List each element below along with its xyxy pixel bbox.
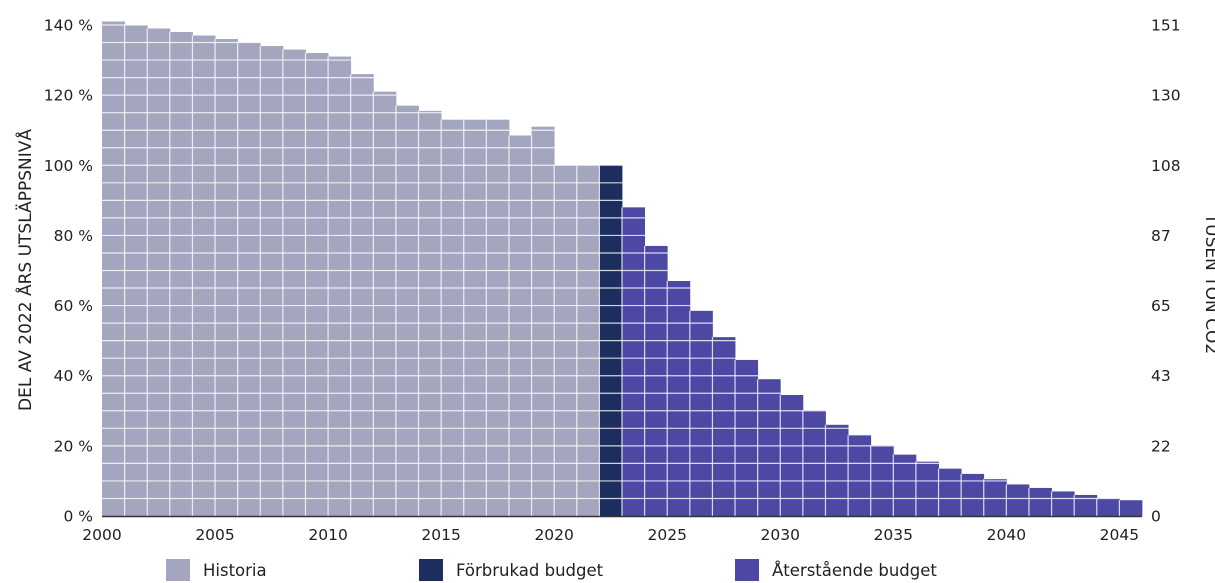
bar-0-2014 (418, 110, 442, 517)
bar-0-2000 (102, 21, 126, 517)
bar-0-2002 (147, 28, 171, 516)
bar-0-2011 (350, 74, 374, 516)
legend-label: Förbrukad budget (456, 561, 604, 580)
bar-2-2040 (1006, 484, 1030, 516)
bar-2-2044 (1096, 498, 1120, 516)
legend-swatch (419, 559, 443, 581)
bar-0-2006 (237, 42, 261, 516)
bar-2-2036 (915, 461, 939, 516)
bar-2-2038 (961, 473, 985, 516)
x-tick-label: 2005 (195, 526, 234, 544)
bar-0-2019 (531, 126, 555, 517)
bar-2-2035 (893, 454, 917, 517)
bar-2-2039 (983, 479, 1007, 516)
x-tick-label: 2030 (761, 526, 800, 544)
x-tick-label: 2025 (647, 526, 686, 544)
bar-2-2033 (848, 435, 872, 516)
bar-0-2008 (282, 49, 306, 517)
bar-2-2041 (1028, 487, 1052, 516)
x-tick-label: 2015 (421, 526, 460, 544)
bar-2-2030 (780, 395, 804, 516)
y-tick-label: 140 % (44, 17, 93, 35)
x-tick-label: 2000 (82, 526, 121, 544)
bar-2-2026 (689, 310, 713, 516)
y-right-tick-label: 151 (1151, 17, 1181, 35)
y-tick-label: 0 % (63, 508, 93, 526)
bar-2-2023 (622, 207, 646, 516)
bar-0-2004 (192, 35, 216, 517)
bar-2-2032 (825, 424, 849, 516)
x-tick-label: 2035 (874, 526, 913, 544)
bar-2-2024 (644, 245, 668, 516)
y-tick-label: 40 % (54, 367, 93, 385)
y-right-tick-label: 65 (1151, 297, 1171, 315)
bar-2-2037 (938, 468, 962, 516)
y-tick-label: 20 % (54, 437, 93, 455)
bar-0-2017 (486, 119, 510, 516)
y-right-tick-label: 43 (1151, 367, 1171, 385)
legend: Historia Förbrukad budget Återstående budg… (166, 559, 937, 581)
bar-0-2013 (395, 105, 419, 516)
bar-0-2010 (328, 56, 352, 517)
y-tick-label: 100 % (44, 157, 93, 175)
y-right-tick-label: 0 (1151, 508, 1161, 526)
bar-0-2018 (508, 135, 532, 517)
tick-labels: 0 % 20 % 40 % 60 % 80 % 100 % 120 % 140 % 0 22 43 6… (44, 17, 1181, 545)
bar-0-2005 (215, 39, 239, 516)
y-right-tick-label: 22 (1151, 437, 1171, 455)
legend-label: Återstående budget (772, 561, 937, 580)
bar-2-2028 (735, 359, 759, 516)
bar-2-2025 (667, 281, 691, 516)
bar-2-2027 (712, 337, 736, 516)
bar-2-2029 (757, 379, 781, 516)
bar-0-2003 (169, 32, 193, 516)
y-axis-title-right: TUSEN TON CO2 (1201, 213, 1215, 354)
bar-0-2009 (305, 53, 329, 517)
y-tick-label: 120 % (44, 87, 93, 105)
bar-0-2016 (463, 119, 487, 516)
y-right-tick-label: 108 (1151, 157, 1181, 175)
legend-swatch (166, 559, 190, 581)
legend-swatch (735, 559, 759, 581)
bar-0-2015 (441, 119, 465, 516)
x-tick-label: 2045 (1100, 526, 1139, 544)
y-tick-label: 80 % (54, 227, 93, 245)
bar-2-2043 (1074, 494, 1098, 516)
bar-2-2045 (1119, 500, 1143, 516)
y-right-tick-label: 87 (1151, 227, 1171, 245)
bar-2-2042 (1051, 491, 1075, 516)
x-tick-label: 2010 (308, 526, 347, 544)
x-tick-label: 2020 (534, 526, 573, 544)
x-tick-label: 2040 (987, 526, 1026, 544)
bar-0-2007 (260, 46, 284, 516)
y-tick-label: 60 % (54, 297, 93, 315)
legend-label: Historia (203, 561, 267, 580)
y-right-tick-label: 130 (1151, 87, 1181, 105)
y-axis-title: DEL AV 2022 ÅRS UTSLÄPPSNIVÅ (14, 129, 36, 411)
bar-0-2012 (373, 91, 397, 516)
